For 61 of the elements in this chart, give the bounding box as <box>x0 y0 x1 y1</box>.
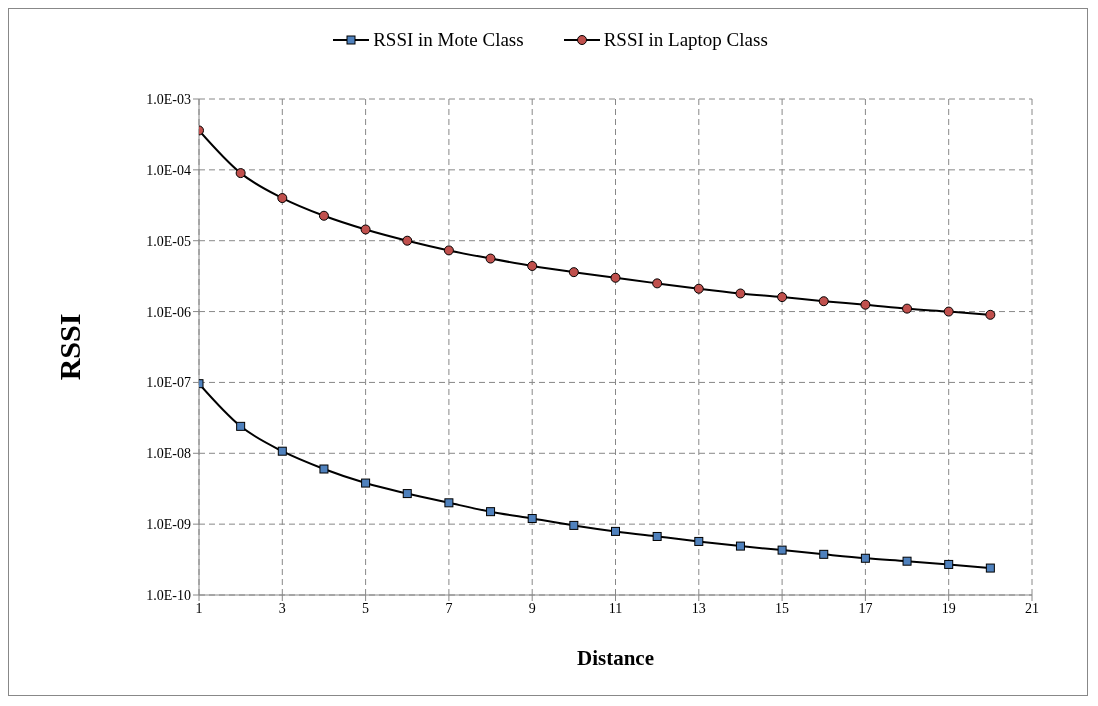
point <box>319 464 329 474</box>
point <box>443 245 454 256</box>
point <box>943 306 954 317</box>
y-tick-label: 1.0E-07 <box>146 375 191 391</box>
y-axis-title: RSSI <box>52 313 86 381</box>
point <box>361 478 371 488</box>
point <box>777 545 787 555</box>
point <box>777 292 788 303</box>
point <box>735 541 745 551</box>
y-tick-label: 1.0E-04 <box>146 162 191 178</box>
point <box>318 210 329 221</box>
y-tick-label: 1.0E-09 <box>146 517 191 533</box>
point <box>735 288 746 299</box>
x-tick-label: 9 <box>528 600 536 616</box>
point <box>652 278 663 289</box>
point <box>819 549 829 559</box>
x-axis-title: Distance <box>577 646 654 670</box>
point <box>902 303 913 314</box>
y-tick-label: 1.0E-08 <box>146 446 191 462</box>
point <box>985 563 995 573</box>
y-tick-label: 1.0E-05 <box>146 233 191 249</box>
x-tick-label: 7 <box>445 600 453 616</box>
x-tick-label: 13 <box>691 600 706 616</box>
x-tick-label: 11 <box>608 600 623 616</box>
point <box>235 168 246 179</box>
point <box>277 193 288 204</box>
point <box>694 536 704 546</box>
point <box>236 421 246 431</box>
point <box>902 556 912 566</box>
legend-label: RSSI in Laptop Class <box>602 29 768 51</box>
point <box>860 299 871 310</box>
x-tick-label: 21 <box>1025 600 1039 616</box>
point <box>652 531 662 541</box>
point <box>860 553 870 563</box>
x-tick-label: 3 <box>278 600 286 616</box>
point <box>486 507 496 517</box>
point <box>818 296 829 307</box>
point <box>611 526 620 536</box>
x-tick-label: 15 <box>775 600 790 616</box>
y-tick-label: 1.0E-03 <box>146 91 191 107</box>
point <box>402 235 413 246</box>
point <box>985 309 996 320</box>
point <box>277 446 287 456</box>
y-tick-label: 1.0E-10 <box>146 587 191 603</box>
point <box>444 498 454 508</box>
legend-label: RSSI in Mote Class <box>372 29 524 51</box>
point <box>402 489 412 499</box>
y-tick-label: 1.0E-06 <box>146 304 191 320</box>
x-tick-label: 17 <box>858 600 873 616</box>
point <box>693 283 704 294</box>
point <box>569 520 579 530</box>
point <box>944 559 954 569</box>
x-tick-label: 5 <box>362 600 370 616</box>
point <box>360 224 371 235</box>
point <box>527 514 537 524</box>
x-tick-label: 1 <box>195 600 203 616</box>
point <box>527 260 538 271</box>
point <box>485 253 496 264</box>
x-tick-label: 19 <box>941 600 956 616</box>
point <box>610 272 621 283</box>
point <box>568 267 579 278</box>
